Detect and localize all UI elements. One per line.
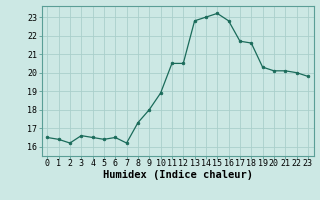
X-axis label: Humidex (Indice chaleur): Humidex (Indice chaleur) [103,170,252,180]
